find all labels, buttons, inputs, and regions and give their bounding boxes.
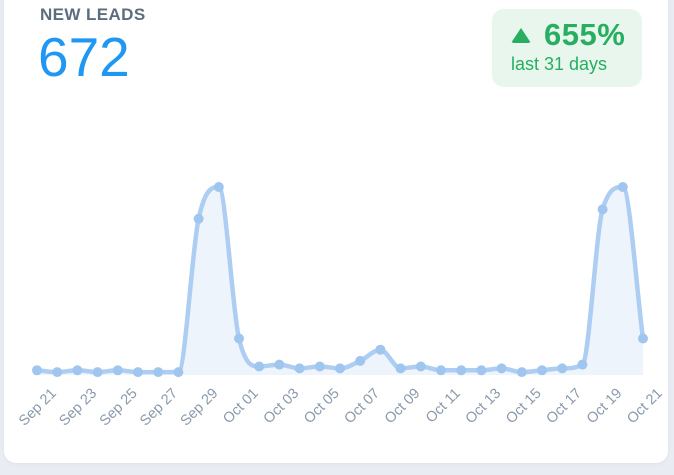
chart-point — [597, 204, 608, 215]
trend-badge-row: 655% — [511, 17, 642, 52]
chart-point — [436, 365, 446, 376]
chart-point — [153, 367, 164, 378]
chart-point — [213, 182, 224, 192]
leads-count-value: 672 — [38, 26, 130, 88]
chart-point — [395, 363, 406, 374]
chart-point — [254, 361, 265, 372]
x-axis-label: Oct 05 — [301, 386, 343, 428]
x-axis-label: Oct 11 — [423, 386, 464, 427]
chart-point — [577, 359, 588, 370]
chart-point — [638, 333, 648, 344]
chart-point — [92, 367, 103, 378]
card-title: NEW LEADS — [40, 5, 146, 24]
x-axis-label: Oct 15 — [503, 386, 545, 428]
x-axis-label: Oct 19 — [584, 386, 626, 428]
chart-point — [274, 359, 285, 370]
chart-point — [496, 363, 507, 374]
x-axis-label: Sep 21 — [16, 386, 60, 430]
new-leads-card: NEW LEADS 672 655% last 31 days Sep 21 Se… — [4, 0, 668, 463]
chart-point — [516, 367, 527, 378]
chart-point — [375, 344, 386, 355]
chart-point — [112, 365, 123, 376]
x-axis-label: Oct 01 — [220, 386, 262, 428]
x-axis-label: Sep 23 — [56, 386, 100, 430]
chart-point — [72, 365, 83, 376]
chart-point — [52, 367, 63, 378]
x-axis-label: Oct 09 — [382, 386, 424, 428]
x-axis-label: Oct 13 — [463, 386, 505, 428]
trend-badge: 655% last 31 days — [492, 9, 642, 87]
chart-point — [557, 363, 568, 374]
chart-point — [617, 182, 628, 192]
x-axis-label: Oct 21 — [624, 386, 666, 428]
trend-period: last 31 days — [511, 54, 608, 74]
chart-point — [234, 333, 244, 344]
x-axis-label: Sep 27 — [137, 386, 181, 430]
chart-point — [173, 367, 184, 378]
x-axis-label: Sep 25 — [97, 386, 141, 430]
chart-point — [537, 365, 547, 376]
chart-point — [193, 213, 204, 224]
chart-point — [32, 365, 42, 376]
chart-area-fill — [37, 187, 643, 375]
x-axis-label: Oct 07 — [342, 386, 384, 428]
chart-point — [294, 363, 305, 374]
chart-line — [34, 184, 646, 375]
chart-point — [133, 367, 143, 378]
x-axis-label: Sep 29 — [178, 386, 222, 430]
x-axis-label: Oct 17 — [544, 386, 586, 428]
x-axis-label: Oct 03 — [261, 386, 303, 428]
trend-percent: 655% — [544, 17, 626, 52]
chart-point — [355, 355, 366, 366]
chart-point — [456, 365, 467, 376]
chart-point — [335, 363, 345, 374]
chart-point — [415, 361, 426, 372]
chart-point — [314, 361, 325, 372]
triangle-up-icon — [511, 27, 531, 43]
chart-point — [476, 365, 487, 376]
